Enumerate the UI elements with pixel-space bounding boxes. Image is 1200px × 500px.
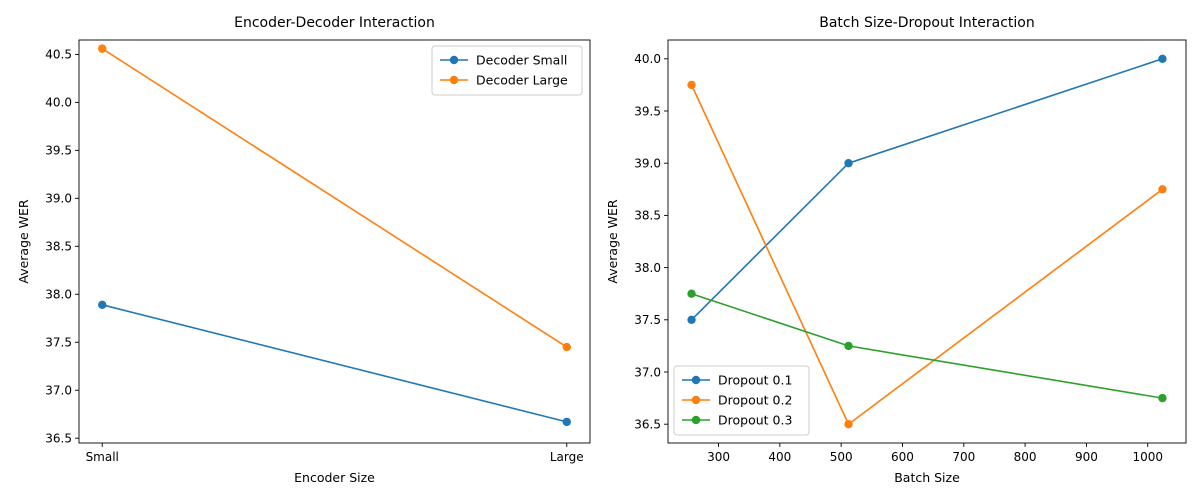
y-tick-label: 39.5: [634, 104, 661, 118]
y-tick-label: 38.5: [634, 209, 661, 223]
chart-title: Encoder-Decoder Interaction: [234, 15, 435, 31]
x-axis-label: Encoder Size: [294, 470, 375, 485]
y-tick-label: 38.5: [45, 240, 72, 254]
legend-label: Dropout 0.3: [718, 413, 792, 428]
data-point: [687, 289, 696, 298]
legend-marker: [449, 75, 459, 85]
legend-box: [431, 45, 583, 96]
y-tick-label: 36.5: [634, 418, 661, 432]
y-tick-label: 39.0: [45, 192, 72, 206]
legend-marker: [691, 395, 701, 405]
x-tick-label: 700: [952, 450, 975, 464]
data-point: [844, 341, 853, 351]
chart-encoder-decoder: Encoder-Decoder Interaction 36.5 37.0 37.5 3…: [16, 15, 591, 485]
chart-batch-dropout: Batch Size-Dropout Interaction 36.5 37.0 37…: [605, 15, 1187, 485]
y-tick-label: 37.5: [634, 313, 661, 327]
x-tick-label: 1000: [1132, 450, 1163, 464]
data-point: [844, 420, 853, 429]
plot-frame: [667, 39, 1187, 444]
y-axis-label: Average WER: [605, 199, 620, 284]
x-tick-label: 500: [830, 450, 853, 464]
data-point: [98, 44, 107, 53]
y-tick-label: 40.5: [45, 48, 72, 62]
legend-label: Dropout 0.2: [718, 393, 792, 408]
data-point: [844, 158, 853, 168]
series-line: [690, 58, 1163, 321]
x-axis-label: Batch Size: [894, 470, 960, 485]
legend-label: Decoder Small: [476, 53, 567, 68]
x-tick-label: 800: [1014, 450, 1037, 464]
x-tick-label: Large: [550, 450, 584, 464]
legend-label: Dropout 0.1: [718, 373, 792, 388]
plot-frame: [78, 39, 591, 444]
x-tick-label: 600: [891, 450, 914, 464]
series-line: [102, 304, 567, 423]
y-tick-label: 38.0: [634, 261, 661, 275]
y-tick-label: 40.0: [45, 96, 72, 110]
data-point: [1158, 185, 1167, 194]
x-tick-label: Small: [86, 450, 119, 464]
data-point: [562, 342, 571, 352]
y-tick-label: 37.5: [45, 336, 72, 350]
data-point: [687, 80, 696, 90]
legend-label: Decoder Large: [476, 73, 568, 88]
data-point: [98, 300, 107, 310]
data-point: [687, 315, 696, 325]
data-point: [562, 417, 571, 427]
y-tick-label: 39.0: [634, 156, 661, 170]
y-tick-label: 37.0: [634, 365, 661, 379]
x-tick-label: 300: [707, 450, 730, 464]
legend-marker: [691, 415, 701, 425]
data-point: [1158, 393, 1167, 403]
y-tick-label: 40.0: [634, 52, 661, 66]
x-tick-label: 400: [768, 450, 791, 464]
y-tick-label: 36.5: [45, 432, 72, 446]
legend-box: [673, 365, 810, 436]
chart-title: Batch Size-Dropout Interaction: [819, 15, 1035, 31]
series-line: [101, 47, 568, 348]
legend-marker: [691, 375, 701, 385]
x-tick-label: 900: [1075, 450, 1098, 464]
y-tick-label: 39.5: [45, 144, 72, 158]
legend-marker: [449, 55, 459, 65]
y-axis-label: Average WER: [16, 199, 31, 284]
y-tick-label: 38.0: [45, 288, 72, 302]
data-point: [1158, 54, 1167, 63]
y-tick-label: 37.0: [45, 384, 72, 398]
